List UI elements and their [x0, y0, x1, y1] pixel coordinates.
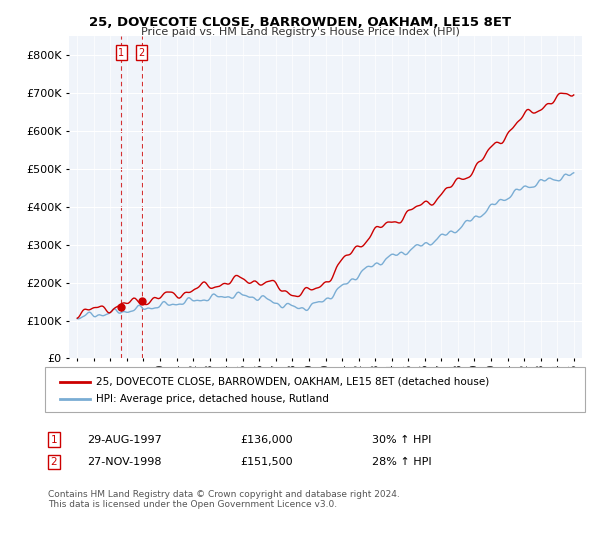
Text: 1: 1 [118, 48, 124, 58]
Text: 25, DOVECOTE CLOSE, BARROWDEN, OAKHAM, LE15 8ET (detached house): 25, DOVECOTE CLOSE, BARROWDEN, OAKHAM, L… [96, 377, 489, 387]
Text: 27-NOV-1998: 27-NOV-1998 [87, 457, 161, 467]
Text: 2: 2 [50, 457, 58, 467]
Text: 2: 2 [139, 48, 145, 58]
Text: 30% ↑ HPI: 30% ↑ HPI [372, 435, 431, 445]
Text: 28% ↑ HPI: 28% ↑ HPI [372, 457, 431, 467]
Text: £136,000: £136,000 [240, 435, 293, 445]
Text: HPI: Average price, detached house, Rutland: HPI: Average price, detached house, Rutl… [96, 394, 329, 404]
Text: 29-AUG-1997: 29-AUG-1997 [87, 435, 162, 445]
Text: Price paid vs. HM Land Registry's House Price Index (HPI): Price paid vs. HM Land Registry's House … [140, 27, 460, 37]
Text: 25, DOVECOTE CLOSE, BARROWDEN, OAKHAM, LE15 8ET: 25, DOVECOTE CLOSE, BARROWDEN, OAKHAM, L… [89, 16, 511, 29]
Text: Contains HM Land Registry data © Crown copyright and database right 2024.
This d: Contains HM Land Registry data © Crown c… [48, 490, 400, 510]
Text: £151,500: £151,500 [240, 457, 293, 467]
Text: 1: 1 [50, 435, 58, 445]
